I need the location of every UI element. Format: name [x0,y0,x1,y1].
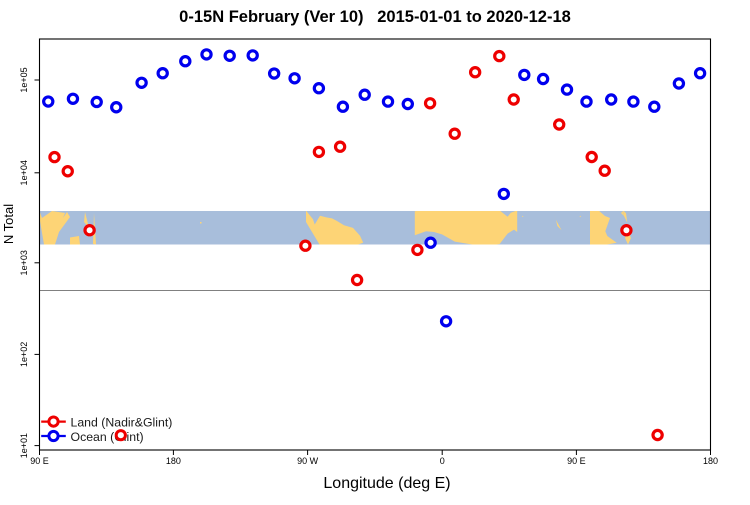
svg-text:1e+04: 1e+04 [19,160,29,185]
svg-text:180: 180 [703,456,718,466]
svg-text:Longitude (deg E): Longitude (deg E) [323,475,450,492]
svg-text:1e+01: 1e+01 [19,433,29,458]
svg-text:0: 0 [440,456,445,466]
svg-text:1e+03: 1e+03 [19,250,29,275]
svg-text:90 E: 90 E [567,456,586,466]
svg-text:0-15N February (Ver 10) 2015: 0-15N February (Ver 10) 2015-01-01 to 20… [179,8,571,26]
svg-text:Ocean (Glint): Ocean (Glint) [71,430,144,444]
svg-text:90 W: 90 W [297,456,319,466]
svg-text:180: 180 [166,456,181,466]
svg-text:1e+02: 1e+02 [19,342,29,367]
svg-text:1e+05: 1e+05 [19,67,29,92]
svg-text:N Total: N Total [1,204,16,244]
svg-text:90 E: 90 E [30,456,49,466]
svg-text:Land (Nadir&Glint): Land (Nadir&Glint) [71,416,173,430]
